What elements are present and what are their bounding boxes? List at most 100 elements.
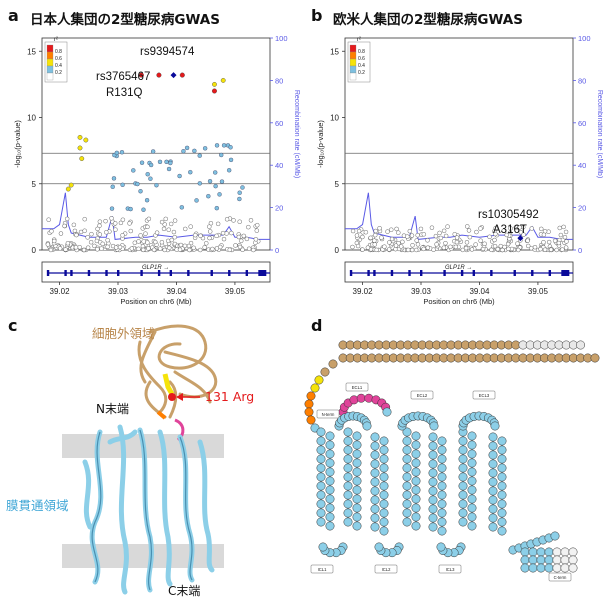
helix-residue — [343, 436, 353, 446]
snp-point — [386, 247, 392, 252]
helix-residue — [343, 454, 353, 464]
snp-point — [117, 244, 123, 250]
helix-residue — [402, 472, 412, 482]
snp-point-lightblue — [157, 159, 163, 165]
cterm-residue — [520, 563, 530, 573]
xtick-label: 39.04 — [166, 287, 187, 296]
helix-residue — [402, 436, 412, 446]
gene-exon — [408, 270, 411, 276]
snp-point-lightblue — [197, 181, 203, 186]
snp-point — [554, 247, 559, 253]
helix-residue — [428, 513, 438, 523]
snp-point — [561, 224, 566, 230]
cterm-residue — [550, 531, 560, 541]
ytick-right-label: 20 — [578, 204, 586, 213]
helix-residue — [428, 495, 438, 505]
icl-residue — [374, 542, 384, 552]
snp-point — [415, 242, 421, 247]
xtick-label: 39.05 — [528, 287, 549, 296]
helix-residue — [458, 454, 468, 464]
helix-residue — [488, 504, 498, 514]
snp-point — [464, 240, 470, 245]
nterm-residue — [306, 391, 316, 401]
panel-a-label: a — [8, 6, 19, 25]
loop-label-box — [472, 390, 496, 400]
snp-point — [197, 247, 203, 253]
helix-residue — [352, 512, 362, 522]
snp-point — [454, 239, 460, 245]
helix-residue — [437, 454, 447, 464]
snp-point — [387, 240, 392, 245]
snp-point — [382, 244, 387, 249]
snp-point — [429, 225, 435, 230]
snp-point — [500, 247, 505, 253]
snp-point — [482, 241, 487, 247]
snp-point — [74, 232, 79, 238]
helix-residue — [467, 476, 477, 486]
snp-point-yellow — [220, 78, 226, 83]
snp-point — [151, 247, 157, 253]
snp-point — [385, 229, 390, 234]
helix-residue — [467, 512, 477, 522]
helix-residue — [467, 431, 477, 441]
snp-point — [49, 229, 54, 234]
ytick-right-label: 0 — [578, 246, 582, 255]
helix-residue — [467, 485, 477, 495]
loop-label-box — [410, 390, 434, 400]
snp-point — [254, 228, 260, 233]
snp-point — [414, 238, 419, 243]
helix-residue — [411, 485, 421, 495]
gene-exon — [531, 270, 534, 276]
snp-point-lightblue — [221, 143, 227, 148]
snp-point — [239, 238, 244, 244]
snp-point — [182, 226, 188, 232]
snp-point — [501, 228, 506, 234]
snp-point — [557, 225, 563, 231]
snp-point — [492, 237, 497, 243]
xtick-label: 39.05 — [225, 287, 246, 296]
plot-a: 0 5 10 15 0 20 40 60 80 100 -log₁₀(p-value) Recombi… — [13, 34, 300, 306]
loop-label-box — [548, 572, 572, 582]
xtick-label: 39.03 — [411, 287, 432, 296]
snp-point — [136, 246, 141, 252]
gene-exon — [157, 270, 161, 276]
nterm-residue — [320, 367, 330, 377]
helix-residue — [379, 526, 389, 536]
transmembrane-ribbon-shadow — [91, 429, 193, 591]
annotation-r131q: R131Q — [106, 87, 142, 99]
snp-point — [57, 246, 63, 251]
helix-residue — [411, 521, 421, 531]
helix-residue — [497, 508, 507, 518]
helix-residue — [316, 427, 326, 437]
snp-point — [95, 247, 100, 252]
ytick-left-label: 10 — [330, 114, 339, 123]
helix-residue — [352, 449, 362, 459]
legend-label: 0.2 — [55, 70, 62, 76]
helix-residue — [379, 499, 389, 509]
helix-residue — [379, 445, 389, 455]
helix-residue — [497, 481, 507, 491]
gene-exon — [258, 270, 267, 276]
snp-point — [372, 232, 378, 238]
snp-point — [62, 223, 67, 229]
helix-residue — [428, 459, 438, 469]
loop-label-ecl2: ECL2 — [417, 393, 428, 398]
snp-point — [246, 224, 251, 230]
helix-residue — [488, 432, 498, 442]
snp-point — [398, 244, 404, 249]
helix-residue — [343, 463, 353, 473]
helix-residue — [488, 477, 498, 487]
snp-point-lightblue — [226, 168, 232, 173]
snp-point — [505, 241, 511, 247]
helix-residue — [370, 468, 380, 478]
cterm-residue — [536, 547, 546, 557]
helix-residue — [467, 521, 477, 531]
helix-residue — [428, 486, 438, 496]
ytick-left-label: 15 — [330, 47, 339, 56]
helix-residue — [352, 431, 362, 441]
icl-residue — [318, 542, 328, 552]
snp-point-lightblue — [148, 176, 153, 181]
cterm-residue — [536, 563, 546, 573]
lead-snp-marker — [517, 235, 524, 242]
snp-point — [51, 238, 57, 244]
